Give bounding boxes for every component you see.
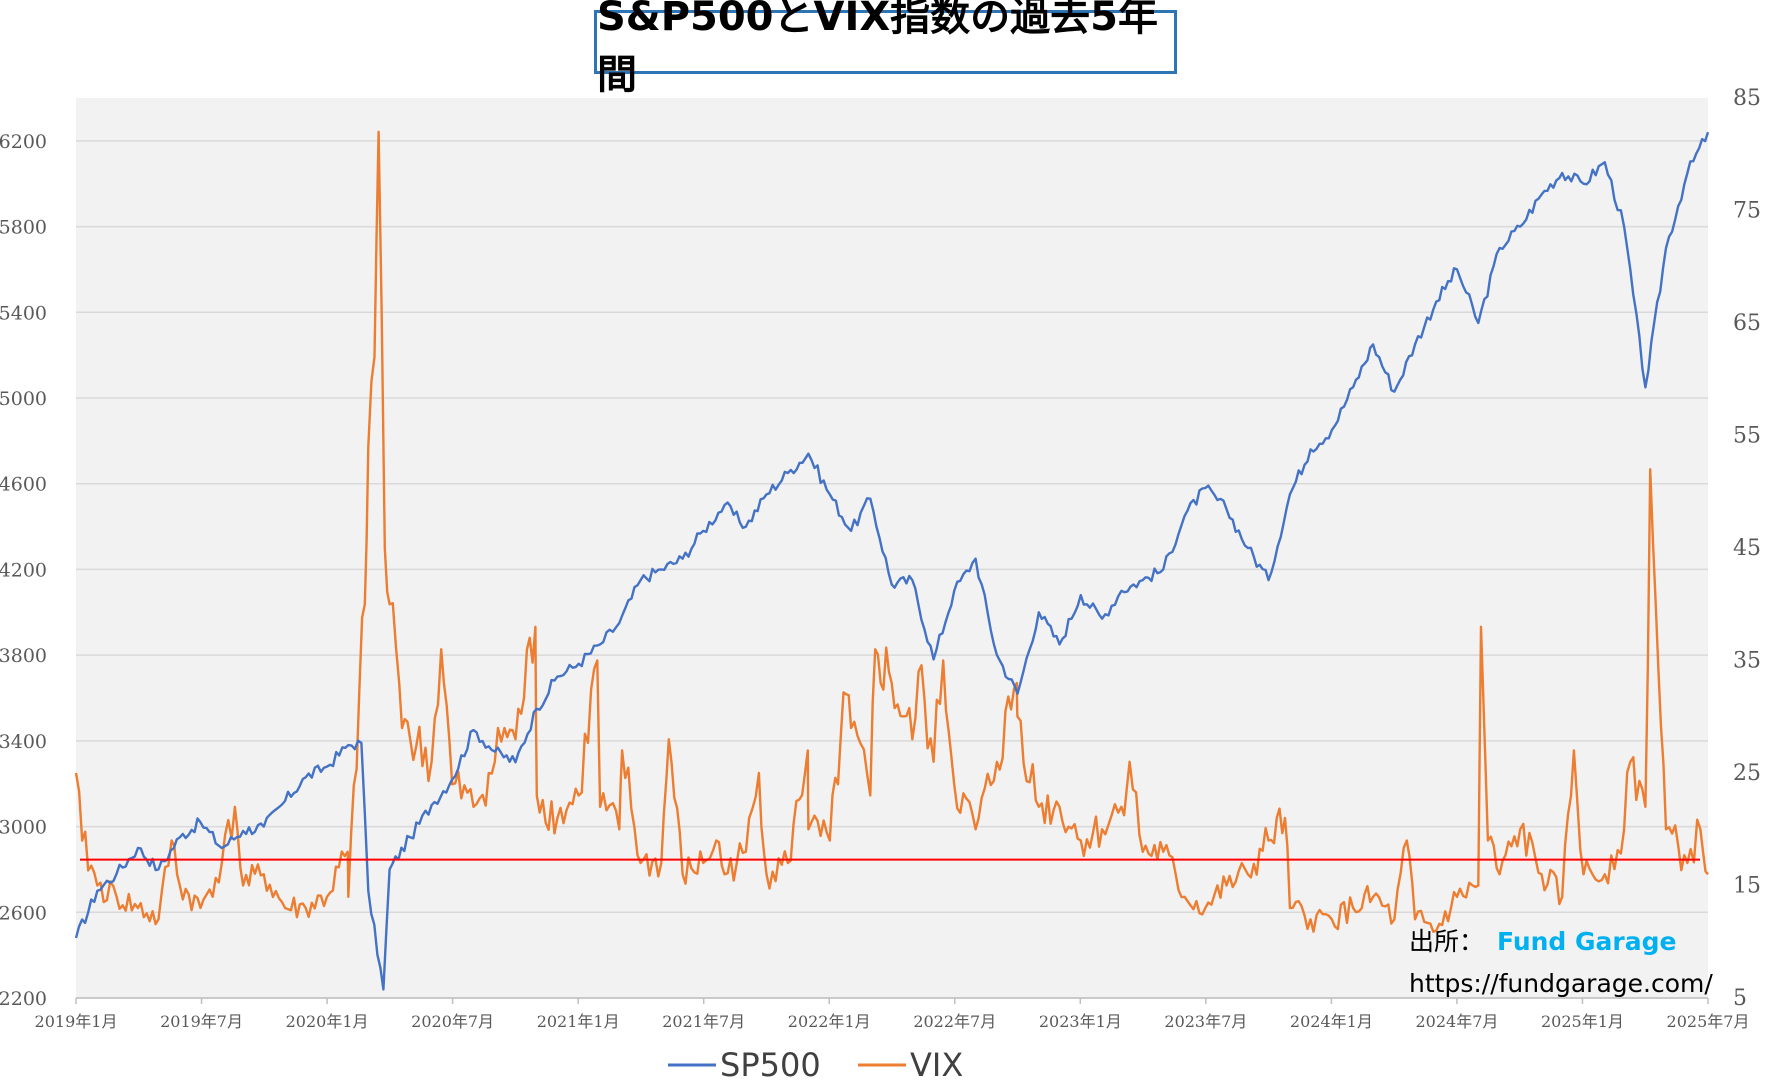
- x-tick-label: 2023年1月: [1039, 1012, 1122, 1031]
- source-note: 出所： Fund Garage https://fundgarage.com/: [1409, 927, 1713, 998]
- legend: SP500 VIX: [668, 1046, 963, 1082]
- y-right-tick-label: 15: [1733, 874, 1761, 899]
- source-url: https://fundgarage.com/: [1409, 969, 1713, 998]
- x-tick-label: 2022年7月: [913, 1012, 996, 1031]
- x-tick-label: 2021年1月: [537, 1012, 620, 1031]
- series-line-vix: [74, 130, 1709, 933]
- y-left-tick-label: 4600: [0, 474, 47, 496]
- x-tick-label: 2022年1月: [788, 1012, 871, 1031]
- y-left-tick-label: 2600: [0, 902, 47, 924]
- y-left-tick-label: 6200: [0, 131, 47, 153]
- series-lines: [74, 130, 1710, 991]
- x-tick-label: 2024年1月: [1290, 1012, 1373, 1031]
- y-right-tick-label: 5: [1733, 986, 1747, 1011]
- plot-area: [76, 98, 1708, 998]
- legend-label-vix: VIX: [910, 1046, 963, 1082]
- x-tick-label: 2024年7月: [1415, 1012, 1498, 1031]
- y-right-tick-label: 55: [1733, 424, 1761, 449]
- y-left-tick-label: 2200: [0, 988, 47, 1010]
- y-right-tick-label: 25: [1733, 761, 1761, 786]
- x-axis: 2019年1月 2019年7月 2020年1月 2020年7月 2021年1月 2021年…: [35, 997, 1750, 1031]
- y-right-tick-label: 65: [1733, 311, 1761, 336]
- y-left-tick-label: 3000: [0, 817, 47, 839]
- x-tick-label: 2019年1月: [35, 1012, 118, 1031]
- y-axis-left: 6200 5800 5400 5000 4600 4200 3800 3400 3000 2600…: [0, 131, 47, 1010]
- y-right-tick-label: 35: [1733, 649, 1761, 674]
- y-left-tick-label: 5000: [0, 388, 47, 410]
- x-tick-label: 2019年7月: [160, 1012, 243, 1031]
- x-tick-label: 2025年1月: [1541, 1012, 1624, 1031]
- x-tick-label: 2025年7月: [1667, 1012, 1750, 1031]
- y-left-tick-label: 3800: [0, 645, 47, 667]
- source-label: 出所：: [1409, 927, 1484, 956]
- x-tick-label: 2021年7月: [662, 1012, 745, 1031]
- y-left-tick-label: 4200: [0, 559, 47, 581]
- y-left-tick-label: 5400: [0, 302, 47, 324]
- x-tick-label: 2020年7月: [411, 1012, 494, 1031]
- x-tick-label: 2023年7月: [1164, 1012, 1247, 1031]
- legend-label-sp500: SP500: [720, 1046, 821, 1082]
- y-right-tick-label: 85: [1733, 86, 1761, 111]
- x-tick-label: 2020年1月: [286, 1012, 369, 1031]
- y-left-tick-label: 5800: [0, 217, 47, 239]
- series-line-sp500: [74, 131, 1710, 991]
- y-axis-right: 85 75 65 55 45 35 25 15 5: [1733, 86, 1761, 1011]
- y-right-tick-label: 75: [1733, 199, 1761, 224]
- chart-title: S&P500とVIX指数の過去5年間: [594, 0, 1177, 98]
- y-left-tick-label: 3400: [0, 731, 47, 753]
- source-brand: Fund Garage: [1497, 927, 1676, 956]
- y-right-tick-label: 45: [1733, 536, 1761, 561]
